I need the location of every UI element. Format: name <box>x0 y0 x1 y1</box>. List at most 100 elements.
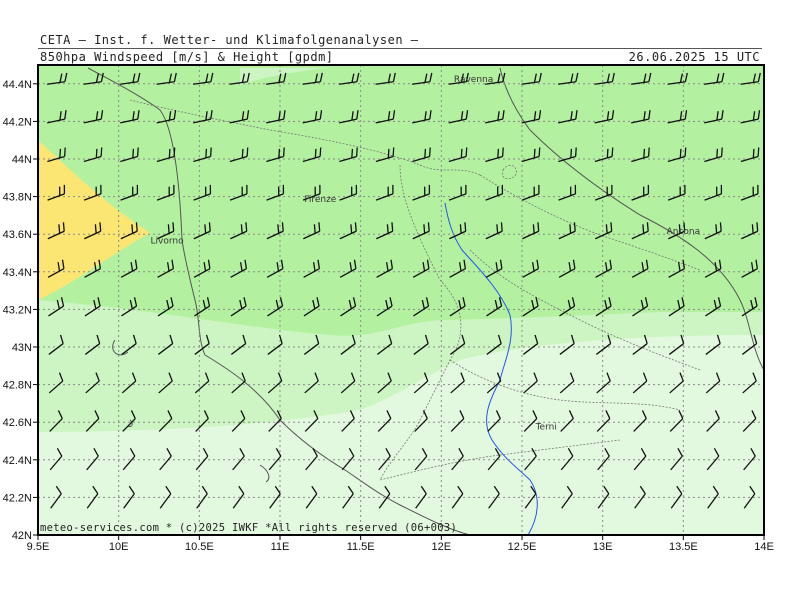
y-tick-label: 43.4N <box>3 267 32 279</box>
wind-barb <box>159 447 172 471</box>
barb-shaft <box>485 193 503 201</box>
barb-shaft <box>229 118 248 124</box>
barb-feather <box>168 148 171 158</box>
barb-shaft <box>414 455 428 471</box>
barb-feather <box>100 110 104 120</box>
wind-barb <box>595 259 613 278</box>
wind-barb <box>594 147 614 163</box>
barb-feather <box>312 447 318 457</box>
barb-feather <box>283 72 287 82</box>
barb-shaft <box>558 118 576 124</box>
wind-barb <box>632 297 649 317</box>
barb-feather <box>98 259 102 269</box>
barb-shaft <box>523 418 538 432</box>
barb-shaft <box>411 81 431 85</box>
y-tick-label: 43.6N <box>3 229 32 241</box>
barb-shaft <box>194 305 210 317</box>
wind-barb <box>50 485 62 509</box>
barb-shaft <box>376 268 393 278</box>
wind-barb <box>302 147 322 163</box>
barb-shaft <box>231 418 246 432</box>
barb-feather <box>136 147 139 157</box>
barb-feather <box>356 72 360 82</box>
wind-barb <box>741 259 759 278</box>
barb-feather <box>462 297 466 307</box>
barb-shaft <box>706 455 720 471</box>
wind-barb <box>521 110 542 124</box>
barb-feather <box>351 334 356 344</box>
wind-barb <box>596 410 611 432</box>
barb-feather <box>274 485 281 495</box>
wind-barb <box>156 184 175 201</box>
y-tick-label: 42.6N <box>3 417 32 429</box>
barb-feather <box>537 222 540 232</box>
y-tick-label: 43N <box>12 342 32 354</box>
wind-barb <box>524 485 537 509</box>
barb-feather <box>93 299 97 309</box>
barb-shaft <box>194 380 210 394</box>
barb-shaft <box>448 81 467 85</box>
barb-shaft <box>229 155 248 163</box>
wind-barb <box>449 259 467 278</box>
wind-barb <box>193 147 212 163</box>
wind-barb <box>123 485 135 509</box>
barb-shaft <box>377 418 392 432</box>
wind-barb <box>231 372 246 394</box>
barb-feather <box>241 372 246 382</box>
barb-feather <box>457 485 464 495</box>
wind-barb <box>120 110 140 124</box>
barb-shaft <box>449 305 466 317</box>
wind-barb <box>375 184 394 201</box>
barb-feather <box>679 148 682 158</box>
wind-barb <box>558 184 577 201</box>
barb-feather <box>386 224 389 234</box>
wind-barb <box>632 372 648 394</box>
barb-feather <box>95 372 100 382</box>
barb-feather <box>716 334 721 344</box>
barb-feather <box>351 73 355 83</box>
barb-feather <box>241 148 244 158</box>
barb-feather <box>538 72 542 82</box>
wind-barb <box>193 222 211 240</box>
barb-feather <box>532 224 535 234</box>
barb-feather <box>389 297 393 307</box>
barb-shaft <box>266 118 284 124</box>
barb-shaft <box>668 305 685 317</box>
city-label: Livorno <box>151 237 185 247</box>
barb-shaft <box>706 418 720 432</box>
barb-shaft <box>703 81 723 85</box>
barb-shaft <box>120 230 138 240</box>
wind-barb <box>743 447 756 471</box>
barb-feather <box>715 372 721 382</box>
wind-barb <box>521 147 541 163</box>
barb-feather <box>283 110 286 120</box>
wind-barb <box>560 447 574 471</box>
barb-shaft <box>485 155 503 163</box>
barb-feather <box>461 334 466 344</box>
barb-feather <box>532 410 538 419</box>
barb-feather <box>94 224 97 234</box>
barb-shaft <box>449 343 466 355</box>
wind-barb <box>704 110 724 124</box>
barb-shaft <box>522 305 539 317</box>
wind-barb <box>86 485 99 509</box>
barb-shaft <box>338 81 358 85</box>
speed-patch-north <box>240 68 330 85</box>
wind-barb <box>84 297 101 317</box>
wind-barb <box>266 222 284 240</box>
wind-barb <box>48 372 64 394</box>
barb-shaft <box>412 268 430 278</box>
barb-shaft <box>743 455 756 471</box>
barb-feather <box>757 72 761 82</box>
wind-barb <box>156 147 176 163</box>
wind-barb <box>121 297 138 317</box>
wind-barb <box>561 485 573 509</box>
barb-feather <box>497 73 501 83</box>
barb-feather <box>575 110 578 120</box>
wind-barb <box>193 184 212 201</box>
barb-feather <box>57 262 61 272</box>
barb-feather <box>567 447 574 457</box>
barb-feather <box>355 147 358 157</box>
barb-feather <box>603 485 610 495</box>
barb-shaft <box>378 455 391 471</box>
